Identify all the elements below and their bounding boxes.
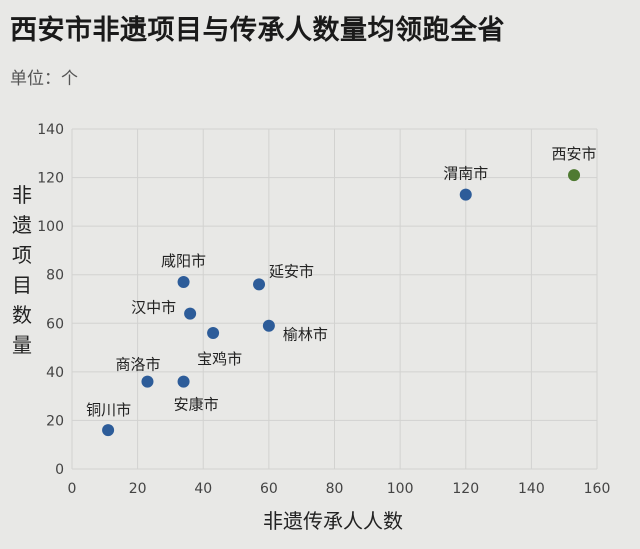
- data-point-label: 汉中市: [131, 299, 176, 317]
- y-axis-title-char: 数: [12, 303, 32, 327]
- x-tick-label: 120: [452, 481, 479, 497]
- data-point-label: 咸阳市: [161, 252, 206, 270]
- x-tick-label: 20: [129, 481, 147, 497]
- y-axis-title-char: 非: [12, 183, 32, 207]
- x-tick-label: 60: [260, 481, 278, 497]
- data-point-label: 铜川市: [86, 401, 131, 419]
- x-axis-title: 非遗传承人人数: [263, 509, 403, 533]
- data-point-label: 西安市: [552, 145, 597, 163]
- x-tick-label: 100: [387, 481, 414, 497]
- data-point: [141, 375, 154, 388]
- data-point: [102, 424, 115, 437]
- y-axis-title-char: 量: [12, 333, 32, 357]
- data-points: [102, 169, 581, 437]
- data-point-label: 安康市: [174, 396, 219, 414]
- x-tick-label: 140: [518, 481, 545, 497]
- y-tick-label: 40: [46, 365, 64, 381]
- x-tick-label: 160: [584, 481, 611, 497]
- y-tick-label: 60: [46, 316, 64, 332]
- y-tick-label: 120: [37, 171, 64, 187]
- data-point-label: 宝鸡市: [197, 350, 242, 368]
- chart-title: 西安市非遗项目与传承人数量均领跑全省: [10, 15, 505, 46]
- y-tick-label: 100: [37, 219, 64, 235]
- y-axis-ticks: 0 20 40 60 80 100 120 140: [37, 122, 64, 478]
- data-point: [262, 319, 275, 332]
- y-axis-title-char: 遗: [12, 213, 32, 237]
- data-point: [459, 188, 472, 201]
- y-tick-label: 0: [55, 462, 64, 478]
- grid: [71, 128, 598, 470]
- data-point: [184, 307, 197, 320]
- y-axis-title-char: 项: [12, 243, 32, 267]
- x-tick-label: 80: [326, 481, 344, 497]
- x-tick-label: 40: [194, 481, 212, 497]
- data-point-label: 延安市: [269, 262, 314, 280]
- data-point: [177, 276, 190, 288]
- data-point-label: 渭南市: [443, 165, 488, 183]
- x-tick-label: 0: [68, 481, 77, 497]
- y-tick-label: 80: [46, 268, 64, 284]
- unit-label: 单位：个: [10, 69, 78, 89]
- data-point: [568, 169, 581, 182]
- data-point: [177, 375, 190, 388]
- y-tick-label: 20: [46, 413, 64, 429]
- y-tick-label: 140: [37, 122, 64, 138]
- data-point: [207, 327, 220, 339]
- data-point-label: 商洛市: [115, 356, 160, 374]
- data-point: [253, 278, 266, 291]
- data-point-label: 榆林市: [283, 326, 328, 344]
- y-axis-title-char: 目: [12, 273, 32, 297]
- x-axis-ticks: 0 20 40 60 80 100 120 140 160: [68, 481, 611, 497]
